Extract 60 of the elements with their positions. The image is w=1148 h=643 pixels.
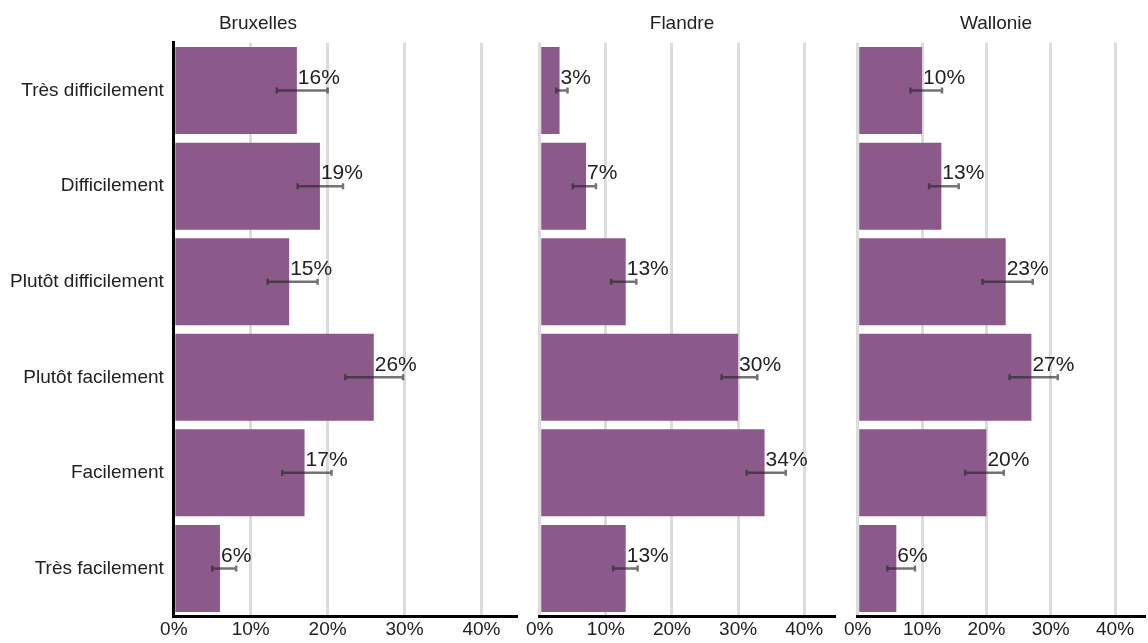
x-tick-label: 40%: [1096, 617, 1135, 639]
bar: [859, 524, 897, 612]
x-tick-label: 30%: [385, 617, 424, 639]
x-tick-label: 20%: [967, 617, 1006, 639]
bar: [541, 429, 765, 517]
y-tick-label: Plutôt difficilement: [9, 269, 165, 291]
y-tick-label: Très facilement: [34, 556, 165, 578]
bar: [859, 142, 942, 230]
data-label: 26%: [374, 351, 417, 375]
data-label: 19%: [320, 160, 363, 184]
x-tick-label: 10%: [231, 617, 270, 639]
bar: [541, 238, 626, 326]
bar: [541, 524, 626, 612]
data-label: 6%: [220, 542, 252, 566]
bar: [175, 524, 220, 612]
data-label: 34%: [765, 447, 808, 471]
data-label: 20%: [987, 447, 1030, 471]
x-tick-label: 0%: [160, 617, 188, 639]
chart-title: Wallonie: [959, 11, 1033, 33]
x-tick-label: 10%: [903, 617, 942, 639]
bar: [175, 47, 297, 135]
data-label: 16%: [297, 64, 340, 88]
y-tick-label: Plutôt facilement: [23, 365, 165, 387]
x-tick-label: 20%: [308, 617, 347, 639]
bar: [541, 47, 560, 135]
bar: [859, 333, 1032, 421]
chart-title: Flandre: [649, 11, 715, 33]
y-tick-label: Très difficilement: [21, 78, 165, 100]
x-tick-label: 0%: [526, 617, 554, 639]
bar: [859, 429, 987, 517]
bar: [175, 333, 374, 421]
y-tick-label: Facilement: [70, 461, 165, 483]
data-label: 23%: [1006, 256, 1049, 280]
data-label: 15%: [290, 256, 333, 280]
data-label: 13%: [942, 160, 985, 184]
data-label: 10%: [923, 64, 966, 88]
y-tick-label: Difficilement: [60, 174, 165, 196]
data-label: 7%: [587, 160, 618, 184]
x-tick-label: 30%: [1031, 617, 1070, 639]
data-label: 3%: [560, 64, 591, 88]
bar: [541, 142, 587, 230]
x-tick-label: 40%: [462, 617, 501, 639]
bar: [175, 142, 320, 230]
bar: [175, 238, 290, 326]
data-label: 6%: [897, 542, 928, 566]
chart-title: Bruxelles: [218, 11, 298, 33]
data-label: 13%: [626, 542, 669, 566]
data-label: 17%: [305, 447, 348, 471]
x-tick-label: 40%: [785, 617, 824, 639]
x-tick-label: 0%: [844, 617, 872, 639]
x-tick-label: 10%: [586, 617, 625, 639]
bar: [859, 238, 1006, 326]
bar: [541, 333, 739, 421]
data-label: 13%: [626, 256, 669, 280]
data-label: 27%: [1032, 351, 1075, 375]
x-tick-label: 20%: [652, 617, 692, 639]
x-tick-label: 30%: [719, 617, 758, 639]
data-label: 30%: [739, 351, 782, 375]
bar: [859, 47, 923, 135]
bar: [175, 429, 305, 517]
